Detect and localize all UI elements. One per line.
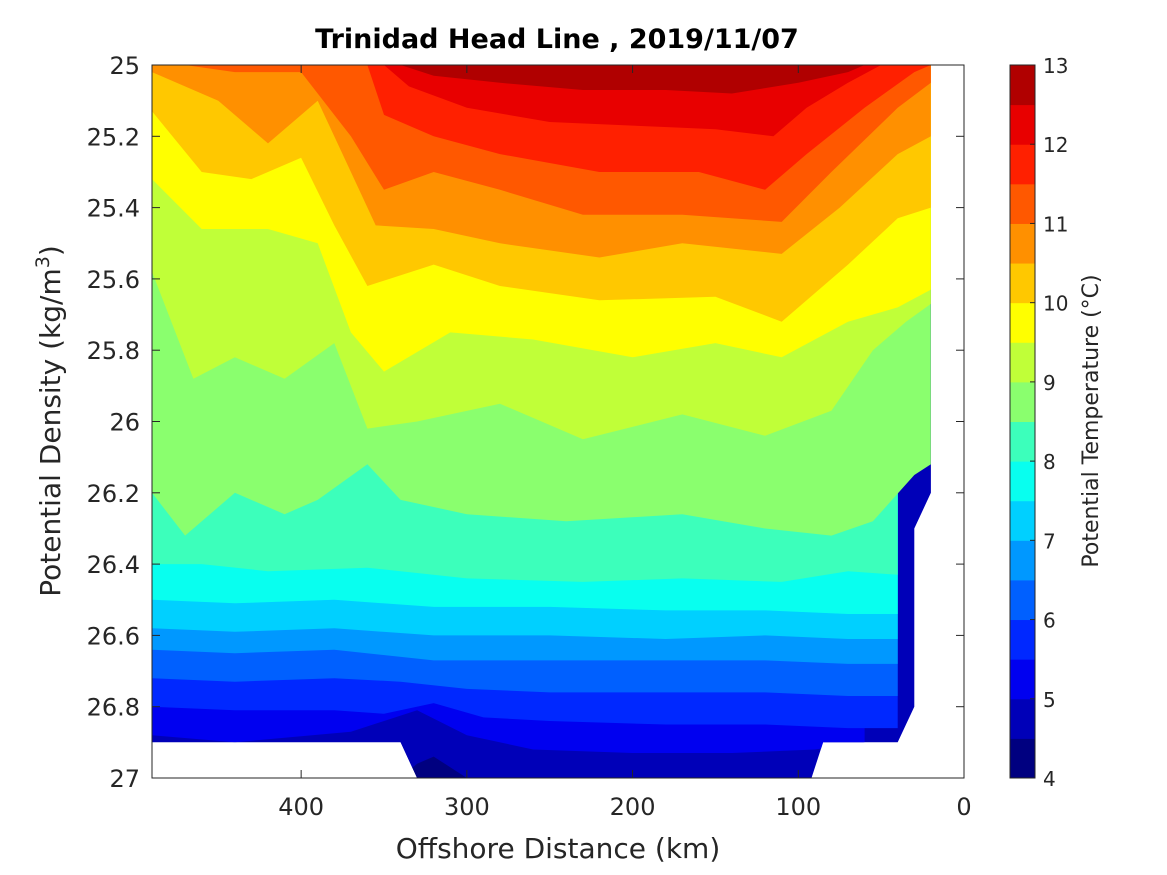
colorbar-tick-label: 6 xyxy=(1043,609,1056,633)
plot-area xyxy=(152,65,931,778)
colorbar-swatch xyxy=(1010,144,1035,185)
x-tick-label: 0 xyxy=(956,793,971,821)
y-tick-label: 27 xyxy=(109,765,140,793)
colorbar-swatch xyxy=(1010,738,1035,779)
y-tick-label: 25.2 xyxy=(87,123,140,151)
colorbar xyxy=(1010,65,1035,779)
colorbar-swatch xyxy=(1010,381,1035,422)
colorbar-swatch xyxy=(1010,659,1035,700)
y-tick-label: 25.8 xyxy=(87,337,140,365)
y-tick-label: 26.8 xyxy=(87,694,140,722)
colorbar-swatch xyxy=(1010,540,1035,581)
x-tick-label: 400 xyxy=(278,793,324,821)
colorbar-tick-label: 9 xyxy=(1043,371,1056,395)
y-tick-label: 25.4 xyxy=(87,195,140,223)
chart-title: Trinidad Head Line , 2019/11/07 xyxy=(315,24,799,55)
x-axis: 400 300 200 100 0 xyxy=(278,65,972,821)
y-tick-label: 26 xyxy=(109,409,140,437)
y-axis-label: Potential Density (kg/m3) xyxy=(32,245,67,597)
y-tick-label: 26.4 xyxy=(87,551,140,579)
colorbar-tick-label: 8 xyxy=(1043,450,1056,474)
colorbar-swatch xyxy=(1010,263,1035,304)
x-tick-label: 300 xyxy=(444,793,490,821)
colorbar-swatch xyxy=(1010,183,1035,224)
colorbar-swatch xyxy=(1010,698,1035,739)
y-tick-label: 26.6 xyxy=(87,622,140,650)
x-tick-label: 100 xyxy=(775,793,821,821)
x-axis-label: Offshore Distance (km) xyxy=(396,832,721,865)
colorbar-swatch xyxy=(1010,579,1035,621)
contour-fills xyxy=(152,65,931,778)
colorbar-tick-label: 13 xyxy=(1043,54,1068,78)
contour-band-4 xyxy=(400,756,467,778)
colorbar-frame xyxy=(1009,64,1036,779)
colorbar-axis: 4 5 6 7 8 9 10 11 12 13 xyxy=(1030,54,1068,791)
colorbar-swatch xyxy=(1010,500,1035,541)
colorbar-swatch xyxy=(1010,104,1035,145)
colorbar-tick-label: 12 xyxy=(1043,133,1068,157)
colorbar-tick-label: 11 xyxy=(1043,212,1068,236)
colorbar-tick-label: 10 xyxy=(1043,292,1068,316)
y-axis: 25 25.2 25.4 25.6 25.8 26 26.2 26.4 26.6 26.8 27 xyxy=(87,52,964,793)
colorbar-swatch xyxy=(1010,421,1035,462)
colorbar-swatch xyxy=(1010,65,1035,106)
y-tick-label: 25.6 xyxy=(87,266,140,294)
x-tick-label: 200 xyxy=(610,793,656,821)
y-tick-label: 25 xyxy=(109,52,140,80)
colorbar-tick-label: 7 xyxy=(1043,529,1056,553)
contour-band-12-5 xyxy=(152,65,865,94)
colorbar-swatch xyxy=(1010,461,1035,502)
colorbar-swatch xyxy=(1010,223,1035,264)
colorbar-label: Potential Temperature (°C) xyxy=(1079,274,1104,567)
colorbar-swatch xyxy=(1010,302,1035,343)
colorbar-tick-label: 5 xyxy=(1043,688,1056,712)
colorbar-swatch xyxy=(1010,342,1035,383)
colorbar-tick-label: 4 xyxy=(1043,767,1056,791)
colorbar-swatch xyxy=(1010,619,1035,660)
y-tick-label: 26.2 xyxy=(87,480,140,508)
